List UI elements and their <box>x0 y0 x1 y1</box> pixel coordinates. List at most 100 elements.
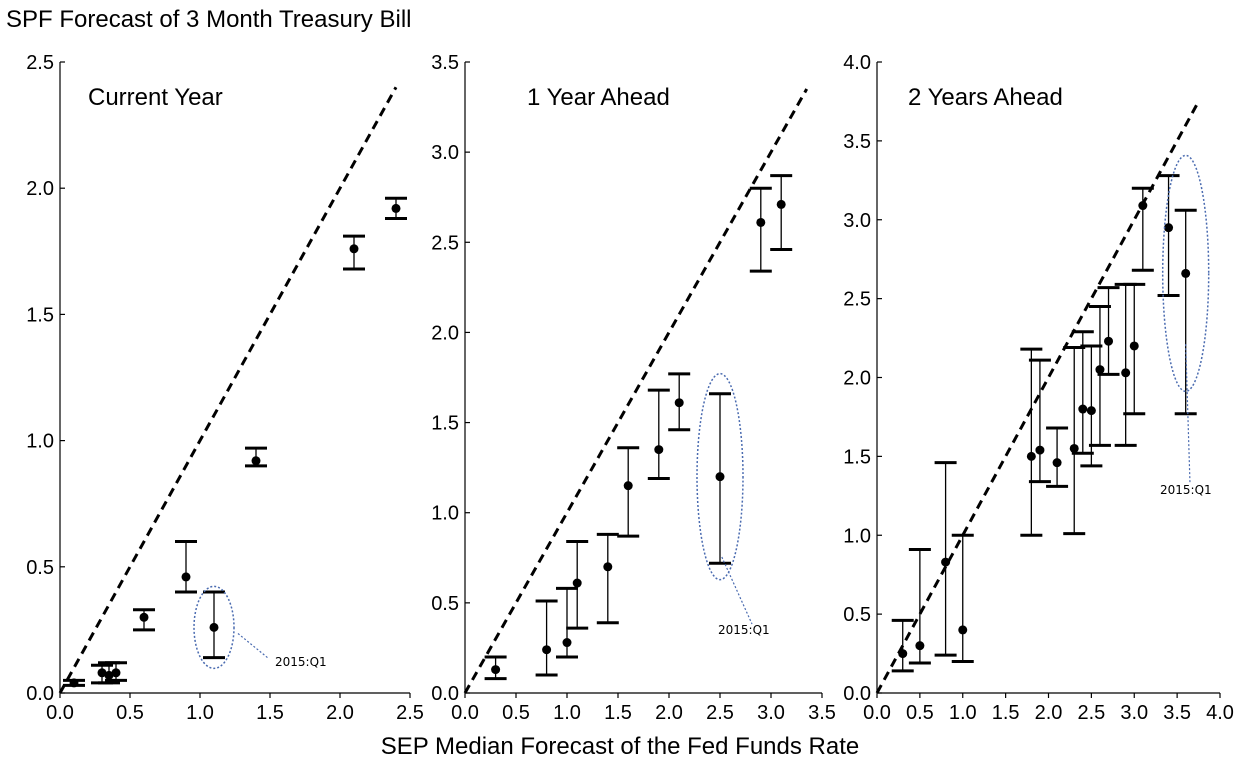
reference-line <box>875 100 1200 694</box>
highlight-ellipse <box>1161 154 1210 393</box>
panel-title: Current Year <box>88 84 223 111</box>
highlight-ellipse <box>193 585 235 670</box>
reference-line <box>463 88 809 694</box>
data-point <box>674 398 684 408</box>
x-tick-label: 3.0 <box>1120 702 1148 724</box>
x-tick-label: 1.0 <box>949 702 977 724</box>
x-tick-label: 0.0 <box>451 702 479 724</box>
data-point <box>623 481 633 491</box>
data-point <box>756 217 766 227</box>
annotation-leader <box>237 633 269 659</box>
data-point <box>181 572 191 582</box>
data-point <box>1138 201 1148 211</box>
data-point <box>1164 223 1174 233</box>
data-point <box>1129 341 1139 351</box>
data-point <box>349 244 359 254</box>
x-tick-label: 2.5 <box>1077 702 1105 724</box>
x-tick-label: 3.5 <box>808 702 836 724</box>
y-tick-label: 2.0 <box>843 368 871 390</box>
x-tick-label: 1.5 <box>256 702 284 724</box>
data-point <box>104 670 114 680</box>
data-point <box>776 199 786 209</box>
x-tick-label: 1.5 <box>604 702 632 724</box>
data-point <box>97 668 107 678</box>
y-tick-label: 0.0 <box>26 683 54 705</box>
x-axis-label: SEP Median Forecast of the Fed Funds Rat… <box>380 733 860 760</box>
y-tick-label: 1.0 <box>843 525 871 547</box>
y-tick-label: 3.0 <box>431 142 459 164</box>
data-point <box>111 668 121 678</box>
y-tick-label: 2.5 <box>431 232 459 254</box>
data-point <box>1026 451 1036 461</box>
panel-title: 1 Year Ahead <box>527 84 670 111</box>
panel-3: 0.0 0.5 1.0 1.5 2.0 2.5 3.0 3.5 4.0 0.0 0.5 1.0 1.5 2… <box>843 52 1234 724</box>
data-point <box>209 622 219 632</box>
data-point <box>562 638 572 648</box>
data-point <box>391 203 401 213</box>
data-point <box>958 625 968 635</box>
x-tick-label: 1.0 <box>553 702 581 724</box>
annotation-label: 2015:Q1 <box>1160 483 1212 497</box>
data-point <box>1121 368 1131 378</box>
data-point <box>1078 404 1088 414</box>
annotation-leader <box>721 556 753 625</box>
data-point <box>715 472 725 482</box>
y-tick-label: 1.5 <box>431 413 459 435</box>
data-point <box>1181 268 1191 278</box>
y-tick-label: 1.0 <box>431 503 459 525</box>
data-point <box>542 645 552 655</box>
data-point <box>898 649 908 659</box>
data-point <box>1069 443 1079 453</box>
panel-2: 0.0 0.5 1.0 1.5 2.0 2.5 3.0 3.5 0.0 0.5 1.0 1.5 2.0 2… <box>431 52 836 724</box>
y-tick-label: 2.0 <box>431 322 459 344</box>
data-point <box>572 578 582 588</box>
y-tick-label: 2.0 <box>26 178 54 200</box>
chart-title: SPF Forecast of 3 Month Treasury Bill <box>6 6 412 33</box>
highlight-ellipse <box>696 372 744 581</box>
data-point <box>1052 458 1062 468</box>
x-tick-label: 2.5 <box>396 702 424 724</box>
data-point <box>491 665 501 675</box>
data-point <box>1035 445 1045 455</box>
annotation-leader <box>1185 344 1191 485</box>
data-point <box>1086 406 1096 416</box>
y-tick-label: 3.0 <box>843 210 871 232</box>
reference-line <box>58 86 398 694</box>
y-tick-label: 3.5 <box>431 52 459 74</box>
x-tick-label: 0.5 <box>502 702 530 724</box>
x-tick-label: 1.0 <box>186 702 214 724</box>
y-tick-label: 0.0 <box>843 683 871 705</box>
y-tick-label: 0.0 <box>431 683 459 705</box>
x-tick-label: 0.0 <box>46 702 74 724</box>
y-tick-label: 2.5 <box>843 289 871 311</box>
y-tick-label: 0.5 <box>431 593 459 615</box>
data-point <box>603 562 613 572</box>
data-point <box>69 678 79 688</box>
data-point <box>251 456 261 466</box>
annotation-label: 2015:Q1 <box>718 623 770 637</box>
data-point <box>1095 365 1105 375</box>
y-tick-label: 3.5 <box>843 131 871 153</box>
data-point <box>654 445 664 455</box>
panel-1: 0.0 0.5 1.0 1.5 2.0 2.5 0.0 0.5 1.0 1.5 2.0 2.5 Curr… <box>26 52 424 724</box>
y-tick-label: 4.0 <box>843 52 871 74</box>
x-tick-label: 2.0 <box>655 702 683 724</box>
x-tick-label: 3.0 <box>757 702 785 724</box>
y-tick-label: 1.0 <box>26 431 54 453</box>
x-tick-label: 3.5 <box>1163 702 1191 724</box>
x-tick-label: 0.5 <box>116 702 144 724</box>
x-tick-label: 0.0 <box>863 702 891 724</box>
data-point <box>1104 336 1114 346</box>
data-point <box>139 612 149 622</box>
panel-title: 2 Years Ahead <box>908 84 1063 111</box>
x-tick-label: 2.0 <box>326 702 354 724</box>
y-tick-label: 1.5 <box>26 304 54 326</box>
y-tick-label: 0.5 <box>843 604 871 626</box>
x-tick-label: 0.5 <box>906 702 934 724</box>
y-tick-label: 0.5 <box>26 557 54 579</box>
chart-figure: 0.0 0.5 1.0 1.5 2.0 2.5 0.0 0.5 1.0 1.5 2.0 2.5 Curr… <box>26 52 1234 724</box>
data-point <box>915 641 925 651</box>
x-tick-label: 4.0 <box>1206 702 1234 724</box>
annotation-label: 2015:Q1 <box>275 655 327 669</box>
y-tick-label: 2.5 <box>26 52 54 74</box>
